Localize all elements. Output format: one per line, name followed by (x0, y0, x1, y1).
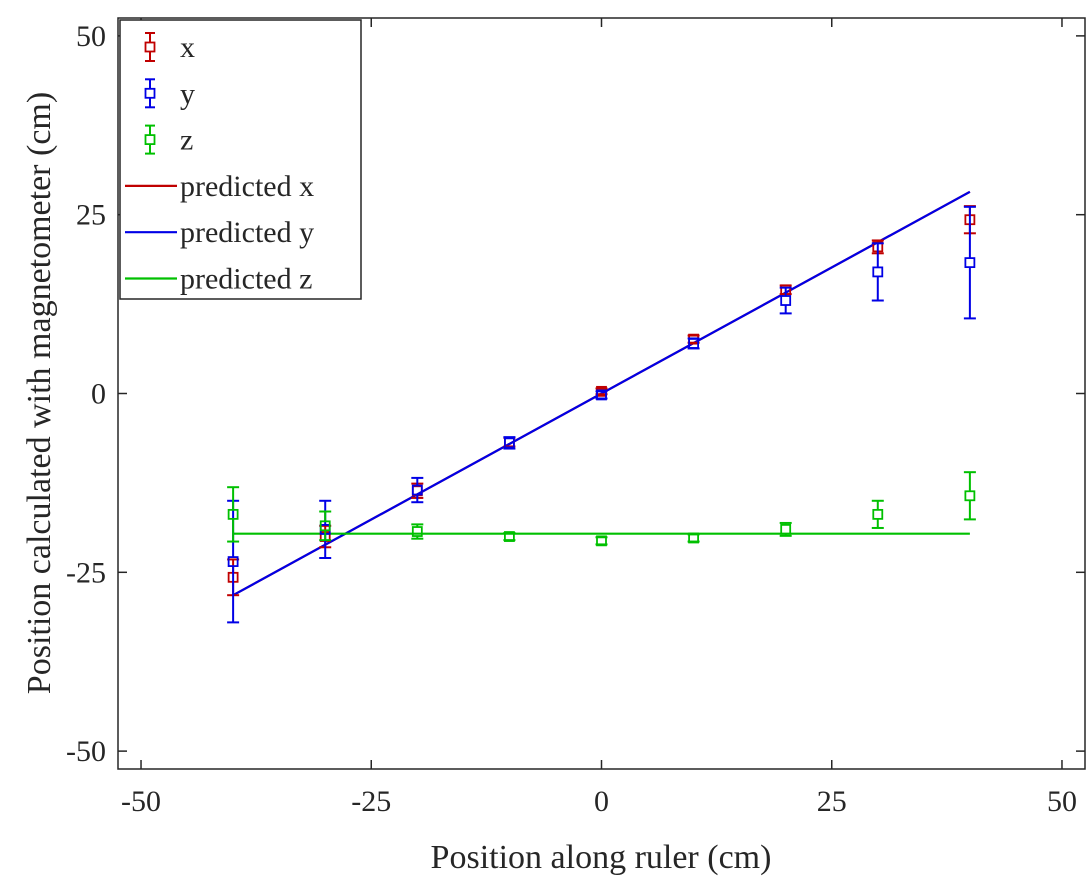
legend-item-predicted-x: predicted x (125, 170, 314, 203)
x-tick-label: 0 (594, 785, 609, 818)
legend-label: z (180, 124, 193, 157)
y-tick-label: 50 (76, 20, 106, 53)
data-point-y (411, 484, 423, 496)
legend-marker (144, 87, 156, 99)
data-layer (227, 190, 976, 624)
legend-item-predicted-y: predicted y (125, 216, 314, 249)
data-point-y (227, 556, 239, 567)
legend-marker (144, 134, 156, 146)
legend-item-y: y (144, 77, 195, 110)
data-point-z (688, 532, 699, 544)
legend-marker (144, 41, 156, 53)
x-tick-label: -50 (121, 785, 161, 818)
legend-label: predicted z (180, 263, 312, 296)
y-tick-label: -25 (66, 556, 106, 589)
data-point-z (227, 508, 239, 520)
data-point-z (504, 531, 515, 542)
legend-label: predicted y (180, 216, 314, 249)
legend-item-z: z (144, 124, 193, 157)
data-point-y (596, 389, 607, 401)
data-point-z (780, 523, 792, 535)
series-z (227, 471, 976, 547)
y-axis-label: Position calculated with magnetometer (c… (21, 92, 58, 694)
data-point-y (504, 437, 515, 449)
data-point-z (872, 508, 884, 520)
legend-item-x: x (144, 31, 195, 64)
x-tick-label: 25 (817, 785, 847, 818)
x-tick-label: 50 (1047, 785, 1077, 818)
y-tick-label: 25 (76, 199, 106, 232)
data-point-z (319, 520, 331, 532)
data-point-y (780, 295, 792, 306)
legend: xyz predicted x predicted y predicted z (119, 19, 362, 300)
legend-item-predicted-z: predicted z (125, 263, 312, 296)
data-point-y (688, 338, 699, 349)
x-tick-label: -25 (351, 785, 391, 818)
legend-label: x (180, 31, 195, 64)
tick-labels: -50 -25 0 25 50 -50 -25 0 25 50 (66, 20, 1077, 818)
data-point-y (872, 266, 884, 278)
legend-box (119, 19, 362, 300)
legend-label: y (180, 77, 195, 110)
data-point-y (964, 257, 976, 269)
y-tick-label: -50 (66, 735, 106, 768)
legend-label: predicted x (180, 170, 314, 203)
data-point-z (411, 526, 423, 537)
data-point-z (964, 490, 976, 502)
y-tick-label: 0 (91, 378, 106, 411)
data-point-z (596, 535, 607, 547)
x-axis-label: Position along ruler (cm) (431, 839, 772, 876)
